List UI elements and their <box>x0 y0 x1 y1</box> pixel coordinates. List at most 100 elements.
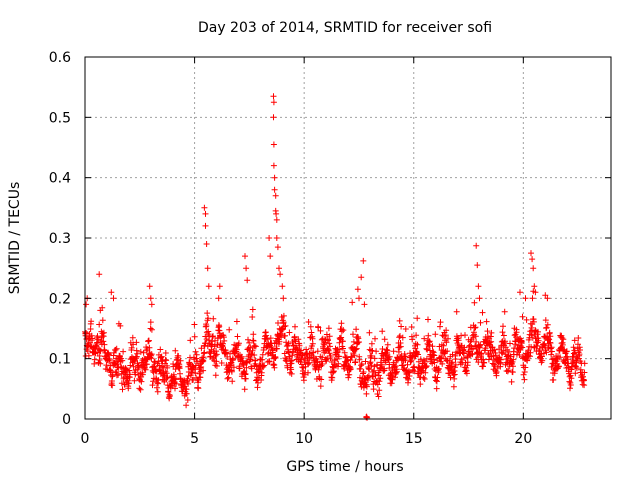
data-point <box>213 351 220 358</box>
data-point <box>508 378 515 385</box>
data-point <box>535 328 541 335</box>
x-tick-label: 15 <box>405 431 423 447</box>
data-point <box>148 351 155 358</box>
data-point <box>462 332 468 339</box>
data-point <box>581 369 588 376</box>
data-point <box>99 317 106 324</box>
data-point <box>83 330 90 336</box>
data-point <box>197 364 203 371</box>
data-point <box>327 353 334 359</box>
data-point <box>338 328 345 335</box>
data-point <box>521 369 528 375</box>
data-point <box>547 340 554 346</box>
data-point <box>421 376 428 382</box>
data-point <box>103 362 110 369</box>
data-point <box>326 333 333 340</box>
data-point <box>325 337 331 344</box>
data-point <box>305 369 311 376</box>
data-point <box>382 351 389 357</box>
y-tick-label: 0.1 <box>49 352 71 368</box>
data-point <box>398 323 405 330</box>
data-point <box>437 319 444 326</box>
data-point <box>192 348 199 355</box>
data-point <box>430 349 437 356</box>
data-point <box>193 351 200 358</box>
data-point <box>279 283 286 290</box>
data-point <box>119 357 126 364</box>
data-point <box>129 334 136 341</box>
data-point <box>409 336 416 343</box>
data-point <box>147 295 154 302</box>
data-point <box>198 364 205 370</box>
data-point <box>488 329 495 336</box>
data-point <box>363 390 370 397</box>
data-point <box>529 256 536 263</box>
data-point <box>246 339 253 346</box>
data-point <box>162 350 169 356</box>
data-point <box>487 333 494 340</box>
data-point <box>280 319 287 326</box>
data-point <box>159 363 166 370</box>
data-point <box>373 348 380 355</box>
data-point <box>433 378 440 385</box>
data-point <box>492 352 499 359</box>
data-point <box>183 390 190 397</box>
data-point <box>184 397 191 403</box>
data-point <box>384 347 391 354</box>
data-point <box>393 368 400 375</box>
data-point <box>109 382 116 389</box>
data-point <box>402 357 409 364</box>
data-point <box>368 340 375 347</box>
data-point <box>352 359 359 365</box>
data-point <box>480 363 486 370</box>
data-point <box>405 376 412 383</box>
data-point <box>258 369 265 376</box>
data-point <box>486 339 493 346</box>
data-point <box>402 326 409 332</box>
data-point <box>581 360 588 367</box>
data-point <box>528 250 534 257</box>
data-point <box>488 338 495 345</box>
data-point <box>187 337 194 344</box>
y-tick-label: 0 <box>62 412 71 428</box>
data-point <box>557 354 563 361</box>
data-point <box>276 338 283 345</box>
data-point <box>145 337 152 344</box>
data-point <box>273 210 280 217</box>
data-point <box>425 316 431 323</box>
data-point <box>567 385 573 392</box>
data-point <box>522 295 529 302</box>
data-point <box>243 265 250 272</box>
data-point <box>230 364 237 371</box>
y-tick-label: 0.3 <box>49 231 71 247</box>
data-point <box>484 328 491 335</box>
data-point <box>521 376 528 383</box>
data-point <box>224 353 231 360</box>
data-point <box>212 352 219 359</box>
data-point <box>510 363 516 370</box>
data-point <box>530 265 537 272</box>
data-point <box>356 295 362 302</box>
data-point <box>532 289 539 296</box>
data-point <box>249 347 256 354</box>
data-point <box>543 324 550 331</box>
data-point <box>414 315 421 322</box>
data-point <box>429 343 436 350</box>
data-point <box>108 289 115 296</box>
data-point <box>215 295 222 302</box>
data-point <box>212 362 219 369</box>
data-point <box>195 385 202 392</box>
data-point <box>509 369 516 376</box>
data-point <box>135 364 142 371</box>
data-point <box>204 265 211 272</box>
data-point <box>164 364 171 371</box>
data-point <box>167 393 173 399</box>
data-point <box>461 355 468 361</box>
data-point <box>148 326 155 333</box>
data-point <box>544 295 551 302</box>
data-point <box>449 359 456 366</box>
data-point <box>375 372 382 379</box>
data-point <box>315 324 322 331</box>
data-point <box>99 330 106 337</box>
data-point <box>451 371 458 378</box>
